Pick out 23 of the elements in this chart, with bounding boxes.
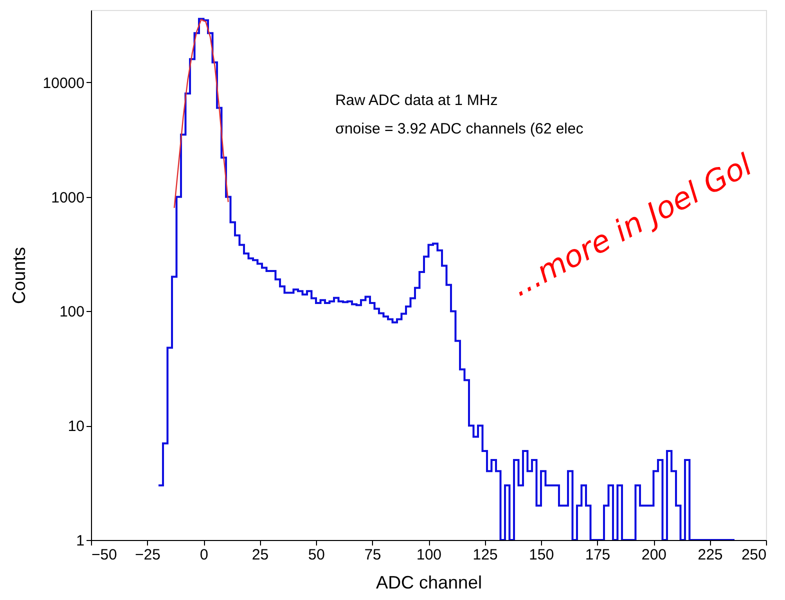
x-tick-label: 0 (200, 546, 208, 564)
x-tick-label: −25 (135, 546, 160, 564)
x-tick-label: 200 (641, 546, 667, 564)
annotation: σnoise = 3.92 ADC channels (62 elec (335, 120, 584, 138)
y-axis-title: Counts (8, 246, 29, 304)
y-tick-label: 10000 (42, 74, 84, 92)
x-tick-label: 225 (698, 546, 723, 564)
y-tick-label: 1 (76, 532, 84, 550)
x-tick-label: 150 (528, 546, 554, 564)
x-tick-label: 175 (585, 546, 610, 564)
x-tick-label: 25 (252, 546, 269, 564)
x-tick-label: 125 (472, 546, 498, 564)
y-tick-label: 100 (59, 304, 84, 321)
x-tick-label: 75 (364, 546, 382, 564)
x-tick-label: −50 (92, 546, 117, 564)
x-tick-label: 50 (308, 546, 325, 564)
x-tick-label: 100 (416, 546, 442, 564)
x-axis-title: ADC channel (376, 572, 482, 592)
y-tick-label: 10 (68, 418, 84, 436)
y-tick-label: 1000 (51, 189, 84, 206)
x-tick-label: 250 (741, 546, 766, 564)
annotation: Raw ADC data at 1 MHz (335, 92, 498, 110)
line-series (174, 18, 229, 209)
